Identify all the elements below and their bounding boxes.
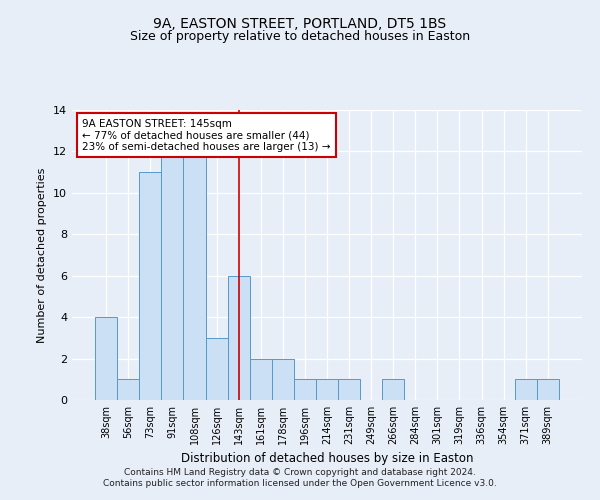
Bar [515,380,537,400]
Y-axis label: Number of detached properties: Number of detached properties [37,168,47,342]
Bar [316,380,338,400]
Bar [250,358,272,400]
Text: 9A, EASTON STREET, PORTLAND, DT5 1BS: 9A, EASTON STREET, PORTLAND, DT5 1BS [154,18,446,32]
Text: Size of property relative to detached houses in Easton: Size of property relative to detached ho… [130,30,470,43]
Bar [382,380,404,400]
Bar [161,152,184,400]
Bar [117,380,139,400]
Bar [95,317,117,400]
X-axis label: Distribution of detached houses by size in Easton: Distribution of detached houses by size … [181,452,473,466]
Bar [184,152,206,400]
Bar [139,172,161,400]
Bar [206,338,227,400]
Bar [272,358,294,400]
Bar [338,380,360,400]
Text: Contains HM Land Registry data © Crown copyright and database right 2024.
Contai: Contains HM Land Registry data © Crown c… [103,468,497,487]
Bar [227,276,250,400]
Bar [537,380,559,400]
Text: 9A EASTON STREET: 145sqm
← 77% of detached houses are smaller (44)
23% of semi-d: 9A EASTON STREET: 145sqm ← 77% of detach… [82,118,331,152]
Bar [294,380,316,400]
